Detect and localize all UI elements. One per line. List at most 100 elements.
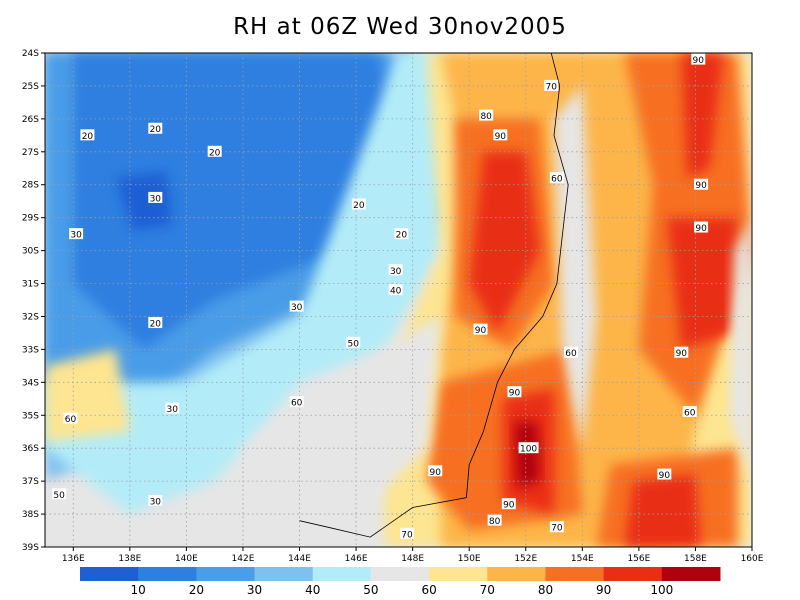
contour-label: 30 [167, 405, 179, 415]
contour-label: 90 [695, 224, 707, 234]
contour-label-box [289, 396, 304, 408]
y-tick-label: 28S [22, 181, 39, 191]
field-band [45, 349, 130, 442]
colorbar-swatch [429, 567, 488, 581]
x-tick-label: 142E [232, 554, 255, 564]
contour-label-box [148, 494, 163, 506]
contour-label-box [493, 129, 508, 141]
y-tick-label: 33S [22, 345, 39, 355]
contour-label: 70 [401, 530, 413, 540]
y-tick-label: 24S [22, 49, 39, 59]
field-band [45, 53, 441, 515]
colorbar-swatch [312, 567, 372, 581]
x-axis-ticks: 136E 138E 140E 142E 144E 146E 148E 150E 152E 154E… [62, 547, 764, 564]
contour-label: 20 [150, 125, 162, 135]
contour-label: 90 [676, 349, 688, 359]
contour-label-box [564, 346, 579, 358]
y-tick-label: 27S [22, 148, 39, 158]
field-band [624, 474, 702, 547]
contour-label: 30 [150, 497, 162, 507]
contour-label: 90 [503, 501, 515, 511]
contour-label: 90 [693, 56, 705, 66]
y-tick-label: 29S [22, 214, 39, 224]
colorbar-swatch [487, 567, 546, 581]
contour-label-box [507, 386, 522, 398]
colorbar-swatch [254, 567, 314, 581]
contour-label-box [52, 488, 67, 500]
colorbar-swatch [545, 567, 605, 581]
contour-label-box [549, 172, 564, 184]
y-tick-label: 26S [22, 115, 39, 125]
contour-label: 60 [65, 415, 77, 425]
contour-label-box [674, 346, 689, 358]
contour-label-box [207, 145, 222, 157]
contour-label: 60 [551, 175, 563, 185]
field-band [514, 421, 540, 488]
contour-label: 90 [495, 132, 507, 142]
contour-label: 50 [53, 491, 65, 501]
contour-label-box [694, 221, 709, 233]
contour-label: 20 [150, 320, 162, 330]
y-tick-label: 38S [22, 510, 39, 520]
x-tick-label: 152E [514, 554, 537, 564]
y-tick-label: 32S [22, 312, 39, 322]
colorbar-label: 50 [363, 583, 378, 597]
contour-label-box [148, 191, 163, 203]
contour-label: 80 [489, 517, 501, 527]
colorbar-label: 100 [650, 583, 673, 597]
contour-label: 90 [475, 326, 487, 336]
contour-label: 70 [545, 82, 557, 92]
contour-label: 50 [348, 339, 360, 349]
contour-label-box [346, 336, 361, 348]
contour-label-box [80, 129, 95, 141]
colorbar-swatch [661, 567, 721, 581]
y-tick-label: 39S [22, 543, 39, 553]
rh-field [45, 53, 752, 547]
contour-label-box [518, 442, 539, 454]
contour-label-box [544, 79, 559, 91]
contour-label-box [682, 405, 697, 417]
colorbar-swatch [370, 567, 430, 581]
colorbar: 10 20 30 40 50 60 70 80 90 100 [80, 567, 721, 597]
contour-label: 30 [150, 194, 162, 204]
contour-label-box [69, 228, 84, 240]
contour-label: 60 [291, 399, 303, 409]
contour-label: 20 [209, 148, 221, 158]
x-tick-label: 144E [288, 554, 311, 564]
colorbar-swatch [138, 567, 197, 581]
x-tick-label: 156E [627, 554, 650, 564]
y-tick-label: 30S [22, 247, 39, 257]
contour-label: 20 [396, 231, 408, 241]
field-band [681, 53, 724, 179]
y-tick-label: 36S [22, 444, 39, 454]
colorbar-swatch [80, 567, 139, 581]
contour-label-box [691, 53, 706, 65]
contour-label-box [388, 264, 403, 276]
x-tick-label: 150E [458, 554, 481, 564]
colorbar-swatch [196, 567, 256, 581]
grid-lines [45, 53, 752, 547]
colorbar-swatch [603, 567, 663, 581]
x-tick-label: 154E [571, 554, 594, 564]
contour-label-box [165, 402, 180, 414]
y-tick-label: 35S [22, 411, 39, 421]
coastline-path [299, 53, 569, 538]
contour-label-box [394, 228, 409, 240]
contour-label-box [487, 514, 502, 526]
contour-label-box [63, 412, 78, 424]
contour-label-box [428, 465, 443, 477]
contour-label: 20 [82, 132, 94, 142]
contour-label: 80 [480, 112, 492, 122]
contour-label: 70 [551, 524, 563, 534]
contour-label: 90 [695, 181, 707, 191]
y-tick-label: 25S [22, 82, 39, 92]
chart-title: RH at 06Z Wed 30nov2005 [233, 14, 567, 40]
x-tick-label: 138E [118, 554, 141, 564]
colorbar-label: 20 [189, 583, 204, 597]
contour-label: 60 [684, 408, 696, 418]
contour-label: 90 [659, 471, 671, 481]
colorbar-label: 80 [538, 583, 553, 597]
contour-label-box [399, 527, 414, 539]
y-tick-label: 34S [22, 378, 39, 388]
colorbar-label: 90 [596, 583, 611, 597]
